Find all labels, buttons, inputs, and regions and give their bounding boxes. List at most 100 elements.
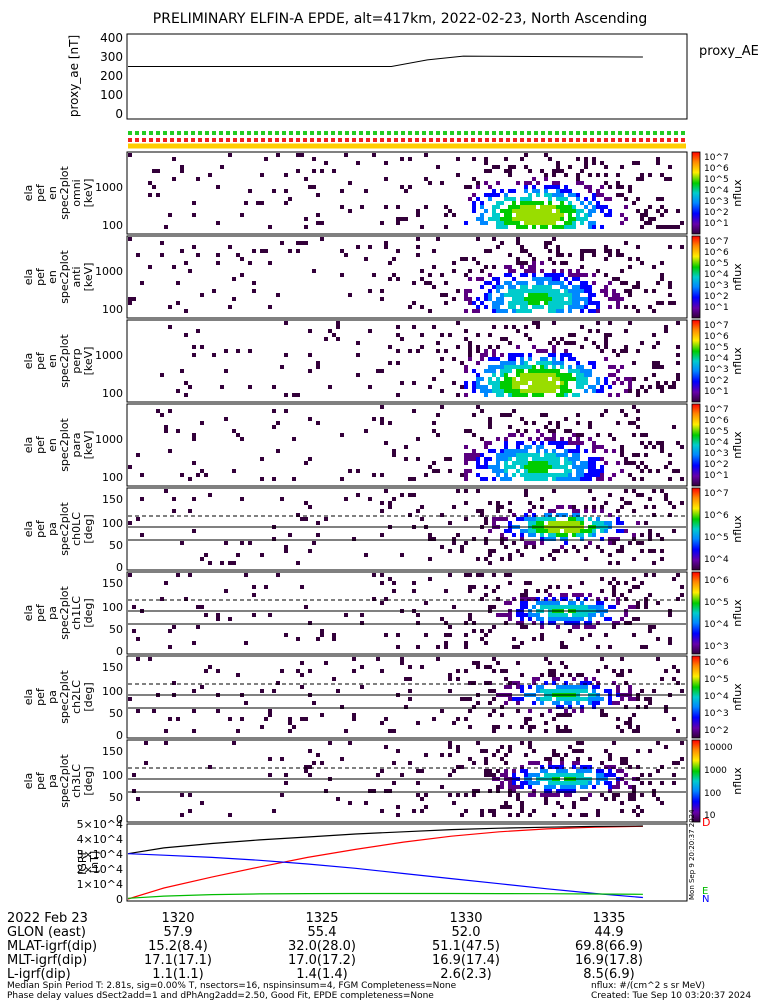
spectrogram-cell [580,253,584,257]
spectrogram-cells [128,657,684,733]
spectrogram-cell [536,181,540,185]
panel-ytick: 100 [102,685,123,698]
spectrogram-cell [312,269,316,273]
spectrogram-cell [552,193,556,197]
spectrogram-cell [400,381,404,385]
spectrogram-cell [460,545,464,549]
spectrogram-cell [576,393,580,397]
spectrogram-cell [420,665,424,669]
spectrogram-cell [552,781,556,785]
spectrogram-cell [520,805,524,809]
spectrogram-cell [648,781,652,785]
spectrogram-cell [524,217,528,221]
spectrogram-cell [580,781,584,785]
spectrogram-cell [640,793,644,797]
spectrogram-cell [476,261,480,265]
spectrogram-cell [504,325,508,329]
footer-line1: Median Spin Period T: 2.81s, sig=0.00% T… [7,981,457,991]
spectrogram-cell [544,597,548,601]
spectrogram-cell [608,521,612,525]
spectrogram-cell [540,673,544,677]
spectrogram-cell [552,509,556,513]
spectrogram-cell [544,185,548,189]
spectrogram-cell [412,301,416,305]
spectrogram-cell [580,465,584,469]
spectrogram-cell [576,449,580,453]
spectrogram-cell [504,361,508,365]
panel-ylabel: [deg] [82,598,95,627]
spectrogram-cell [588,781,592,785]
spectrogram-cell [468,613,472,617]
spectrogram-cell [192,433,196,437]
spectrogram-cell [448,689,452,693]
spectrogram-cell [572,341,576,345]
spectrogram-cell [508,613,512,617]
colorbar [691,487,701,571]
spectrogram-cell [528,437,532,441]
spectrogram-cell [464,365,468,369]
spectrogram-cell [636,417,640,421]
spectrogram-cell [496,245,500,249]
spectrogram-cell [464,457,468,461]
pitch-angle-panel: ela pef pa spec2plot ch3LC [deg] 150 100… [22,739,744,826]
spectrogram-cell [600,225,604,229]
spectrogram-panel: ela pef en spec2plot perp [keV] 1000 100… [22,319,744,403]
spectrogram-cell [372,789,376,793]
spectrogram-cell [592,365,596,369]
spectrogram-cell [472,457,476,461]
spectrogram-cell [504,437,508,441]
spectrogram-cell [492,349,496,353]
spectrogram-cell [544,769,548,773]
spectrogram-cell [528,813,532,817]
spectrogram-cell [576,421,580,425]
spectrogram-cell [532,725,536,729]
spectrogram-cell [516,389,520,393]
spectrogram-cell [512,269,516,273]
spectrogram-cell [608,689,612,693]
spectrogram-cell [612,577,616,581]
panel-ytick: 150 [102,745,123,758]
spectrogram-cell [460,257,464,261]
spectrogram-cell [484,297,488,301]
spectrogram-cell [232,277,236,281]
spectrogram-cell [572,513,576,517]
spectrogram-cell [544,425,548,429]
spectrogram-cell [528,613,532,617]
spectrogram-cell [276,681,280,685]
spectrogram-cell [568,357,572,361]
spectrogram-cell [632,809,636,813]
spectrogram-cell [536,281,540,285]
spectrogram-cell [284,189,288,193]
spectrogram-cell [624,461,628,465]
spectrogram-cell [404,705,408,709]
spectrogram-cell [208,765,212,769]
spectrogram-cell [588,373,592,377]
spectrogram-cell [636,805,640,809]
spectrogram-cell [524,465,528,469]
spectrogram-cell [304,717,308,721]
spectrogram-cell [664,209,668,213]
spectrogram-cell [208,173,212,177]
spectrogram-cell [180,473,184,477]
spectrogram-cell [628,381,632,385]
spectrogram-cell [464,809,468,813]
panel-ytick: 100 [102,387,123,400]
spectrogram-cell [524,381,528,385]
spectrogram-cell [548,617,552,621]
spectrogram-cell [568,221,572,225]
spectrogram-cell [380,581,384,585]
spectrogram-cell [192,729,196,733]
spectrogram-cell [576,685,580,689]
spectrogram-cell [192,245,196,249]
spectrogram-cell [560,537,564,541]
spectrogram-cell [584,677,588,681]
spectrogram-cell [564,377,568,381]
spectrogram-cell [552,429,556,433]
spectrogram-cell [536,461,540,465]
spectrogram-cell [576,761,580,765]
spectrogram-cell [324,161,328,165]
spectrogram-cell [408,349,412,353]
spectrogram-cell [528,521,532,525]
spectrogram-cell [308,773,312,777]
spectrogram-cell [304,765,308,769]
